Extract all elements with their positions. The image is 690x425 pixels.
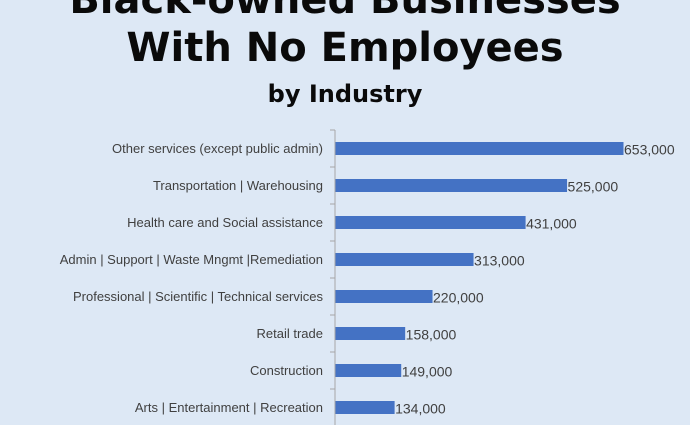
value-label: 525,000	[568, 179, 619, 195]
value-label: 158,000	[406, 327, 457, 343]
value-label: 313,000	[474, 253, 525, 269]
bar	[335, 401, 395, 414]
bar	[335, 290, 433, 303]
value-label: 149,000	[402, 364, 453, 380]
value-label: 653,000	[624, 142, 675, 158]
bar	[335, 327, 406, 340]
category-label: Health care and Social assistance	[127, 215, 323, 230]
category-label: Construction	[250, 363, 323, 378]
value-label: 431,000	[526, 216, 577, 232]
chart-title-line-2: With No Employees	[126, 25, 564, 71]
chart-title-line-1: Black-owned Businesses	[69, 0, 621, 23]
bar	[335, 142, 624, 155]
category-label: Retail trade	[257, 326, 323, 341]
value-label: 220,000	[433, 290, 484, 306]
category-label: Professional | Scientific | Technical se…	[73, 289, 324, 304]
category-label: Transportation | Warehousing	[153, 178, 323, 193]
bar	[335, 253, 474, 266]
bar	[335, 216, 526, 229]
category-label: Admin | Support | Waste Mngmt |Remediati…	[60, 252, 323, 267]
value-label: 134,000	[395, 401, 446, 417]
bar	[335, 179, 568, 192]
chart-subtitle: by Industry	[267, 80, 423, 108]
category-label: Other services (except public admin)	[112, 141, 323, 156]
category-label: Arts | Entertainment | Recreation	[135, 400, 323, 415]
bar	[335, 364, 402, 377]
